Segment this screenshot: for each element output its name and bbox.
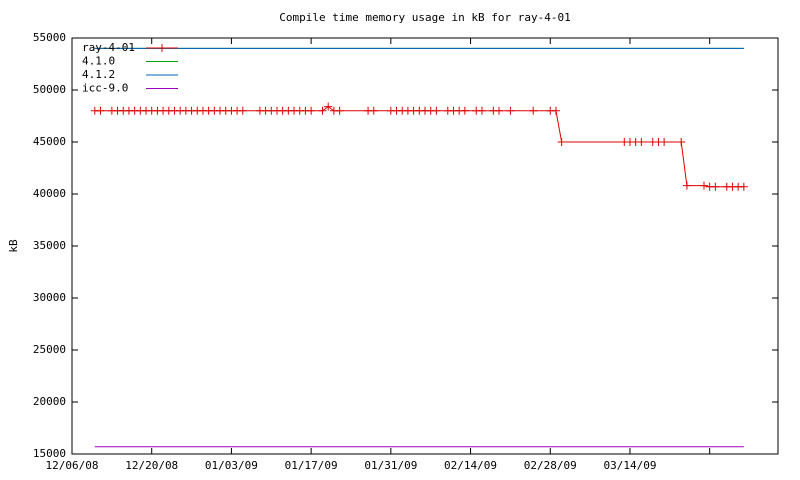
point-marker — [529, 106, 538, 115]
point-marker — [477, 106, 486, 115]
point-marker — [460, 106, 469, 115]
x-tick-label: 12/06/08 — [46, 459, 99, 472]
point-marker — [660, 138, 669, 146]
y-tick-label: 20000 — [33, 395, 66, 408]
y-tick-label: 40000 — [33, 187, 66, 200]
point-marker — [335, 106, 344, 115]
chart-title: Compile time memory usage in kB for ray-… — [279, 11, 570, 24]
point-marker — [369, 106, 378, 115]
y-axis-label: kB — [7, 239, 20, 253]
x-tick-label: 12/20/08 — [125, 459, 178, 472]
point-marker — [682, 181, 691, 190]
x-tick-label: 02/28/09 — [524, 459, 577, 472]
y-tick-label: 55000 — [33, 31, 66, 44]
y-tick-label: 50000 — [33, 83, 66, 96]
point-marker — [96, 106, 105, 115]
point-marker — [557, 138, 566, 146]
legend-label: 4.1.2 — [82, 68, 115, 81]
x-tick-label: 03/14/09 — [603, 459, 656, 472]
point-marker — [432, 106, 441, 115]
x-tick-label: 01/03/09 — [205, 459, 258, 472]
x-tick-label: 02/14/09 — [444, 459, 497, 472]
y-tick-label: 25000 — [33, 343, 66, 356]
point-marker — [318, 106, 327, 115]
y-tick-label: 30000 — [33, 291, 66, 304]
point-marker — [637, 138, 646, 146]
point-marker — [699, 181, 708, 190]
legend-label: 4.1.0 — [82, 55, 115, 68]
x-tick-label: 01/17/09 — [285, 459, 338, 472]
point-marker — [711, 182, 720, 191]
legend-label: icc-9.0 — [82, 82, 128, 95]
x-tick-label: 01/31/09 — [364, 459, 417, 472]
point-marker — [677, 138, 686, 146]
point-marker — [551, 106, 560, 115]
plot-border — [71, 37, 779, 455]
series-line — [94, 106, 744, 188]
point-marker — [495, 106, 504, 115]
y-tick-label: 45000 — [33, 135, 66, 148]
point-marker — [506, 106, 515, 115]
point-marker — [307, 106, 316, 115]
y-tick-label: 35000 — [33, 239, 66, 252]
legend-label: ray-4-01 — [82, 41, 135, 54]
point-marker — [324, 102, 333, 111]
y-tick-label: 15000 — [33, 447, 66, 460]
point-marker — [739, 182, 748, 191]
point-marker — [238, 106, 247, 115]
legend-marker — [158, 44, 166, 52]
